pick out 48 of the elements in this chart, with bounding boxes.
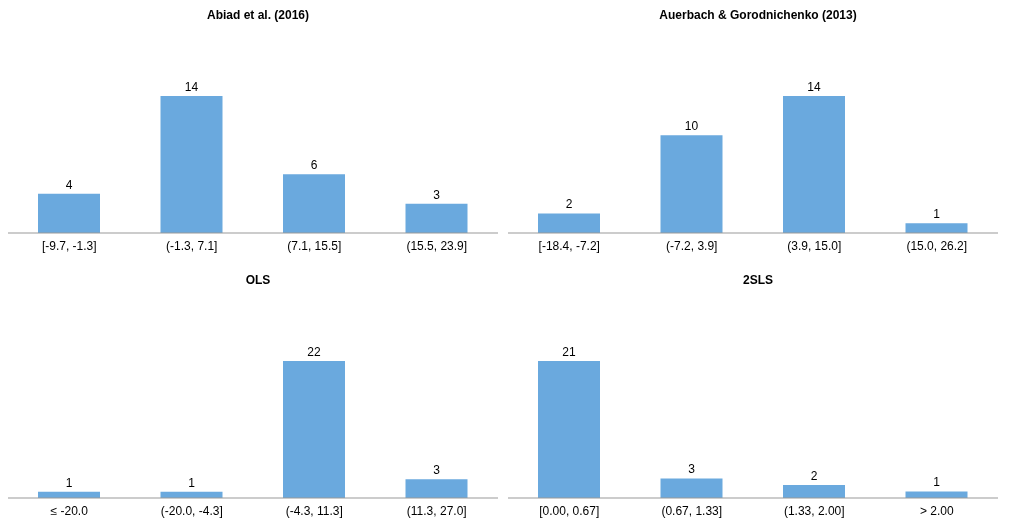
bar xyxy=(905,223,968,233)
x-tick-label: (11.3, 27.0] xyxy=(406,503,467,518)
x-tick-label: ≤ -20.0 xyxy=(50,503,89,518)
x-tick-label: (-7.2, 3.9] xyxy=(666,238,718,253)
data-label: 1 xyxy=(933,475,941,490)
data-label: 1 xyxy=(933,207,941,222)
chart-title: Auerbach & Gorodnichenko (2013) xyxy=(658,8,858,24)
chart-title: 2SLS xyxy=(742,273,774,289)
chart-title: Abiad et al. (2016) xyxy=(205,8,310,24)
bar xyxy=(783,96,845,233)
bar xyxy=(160,96,223,233)
bar xyxy=(405,203,468,233)
data-label: 2 xyxy=(810,468,818,483)
bar xyxy=(38,193,100,233)
data-label: 14 xyxy=(807,80,821,94)
x-tick-label: (0.67, 1.33] xyxy=(661,503,723,518)
data-label: 1 xyxy=(65,475,73,490)
bar xyxy=(538,213,600,233)
data-label: 1 xyxy=(188,475,196,490)
data-label: 3 xyxy=(688,462,696,477)
data-label: 10 xyxy=(684,119,699,134)
x-tick-label: (-4.3, 11.3] xyxy=(285,503,343,518)
data-label: 21 xyxy=(562,345,576,359)
data-label: 3 xyxy=(433,463,441,478)
x-tick-label: [-9.7, -1.3] xyxy=(41,238,97,253)
chart-title: OLS xyxy=(244,273,272,289)
x-tick-label: (1.33, 2.00] xyxy=(783,503,845,518)
x-tick-label: > 2.00 xyxy=(919,503,954,518)
bar xyxy=(283,174,345,233)
bar xyxy=(538,361,600,498)
x-tick-label: (-1.3, 7.1] xyxy=(166,238,218,253)
bar xyxy=(783,484,845,498)
data-label: 2 xyxy=(565,197,573,212)
data-label: 3 xyxy=(433,187,441,202)
data-label: 6 xyxy=(310,158,318,173)
x-tick-label: [-18.4, -7.2] xyxy=(538,238,600,253)
bar xyxy=(660,478,723,498)
data-label: 4 xyxy=(65,177,73,192)
x-tick-label: (-20.0, -4.3] xyxy=(160,503,223,518)
x-tick-label: (15.5, 23.9] xyxy=(406,238,468,253)
data-label: 22 xyxy=(307,345,321,359)
bar xyxy=(905,491,968,498)
bar xyxy=(660,135,723,233)
x-tick-label: (7.1, 15.5] xyxy=(287,238,342,253)
x-tick-label: (15.0, 26.2] xyxy=(906,238,968,253)
x-tick-label: [0.00, 0.67] xyxy=(539,503,600,518)
data-label: 14 xyxy=(184,80,199,94)
x-tick-label: (3.9, 15.0] xyxy=(787,238,842,253)
